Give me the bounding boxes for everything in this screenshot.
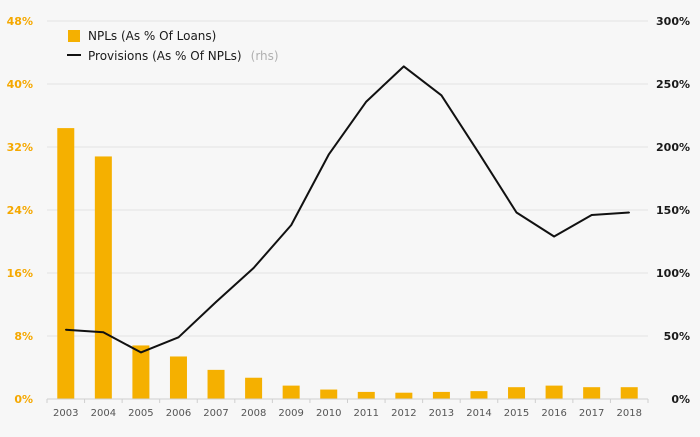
provisions-line-group <box>64 65 631 354</box>
x-tick-label: 2016 <box>541 408 566 419</box>
x-tick-label: 2005 <box>128 408 153 419</box>
npl-bar <box>245 377 263 399</box>
provisions-point <box>628 211 631 214</box>
npl-bar <box>132 345 150 399</box>
y-right-tick-label: 300% <box>656 15 690 28</box>
x-tick-label: 2015 <box>504 408 529 419</box>
provisions-point <box>403 65 405 68</box>
y-right-tick-label: 100% <box>656 267 690 280</box>
x-tick-label: 2003 <box>53 408 78 419</box>
provisions-point <box>590 214 593 216</box>
npl-bar <box>282 385 300 399</box>
legend-label-provisions-rhs: (rhs) <box>251 49 279 63</box>
npl-bar <box>432 391 450 399</box>
x-tick-label: 2004 <box>91 408 116 419</box>
npl-bar <box>357 391 375 399</box>
x-tick-label: 2006 <box>166 408 191 419</box>
x-tick-label: 2011 <box>354 408 379 419</box>
x-tick-label: 2017 <box>579 408 604 419</box>
y-right-tick-label: 200% <box>656 141 690 154</box>
provisions-point <box>440 94 443 97</box>
provisions-point <box>215 301 217 303</box>
npl-bar <box>169 356 187 399</box>
provisions-point <box>102 331 105 334</box>
provisions-point <box>140 351 142 354</box>
y-left-tick-label: 40% <box>7 78 33 91</box>
gridlines <box>47 20 648 337</box>
y-right-tick-label: 250% <box>656 78 690 91</box>
x-tick-label: 2009 <box>278 408 303 419</box>
provisions-point <box>177 336 180 339</box>
y-left-tick-label: 24% <box>7 204 33 217</box>
provisions-point <box>252 267 255 269</box>
provisions-point <box>290 224 292 226</box>
y-left-tick-label: 8% <box>14 330 33 343</box>
npl-bar <box>545 385 563 399</box>
x-tick-label: 2008 <box>241 408 266 419</box>
legend-label-provisions-main: Provisions (As % Of NPLs) <box>88 49 242 63</box>
provisions-point <box>365 100 368 103</box>
npl-bar <box>207 369 225 399</box>
npl-bar <box>508 387 526 399</box>
npl-bar <box>57 128 75 399</box>
npl-bars <box>57 128 638 399</box>
y-left-tick-label: 16% <box>7 267 33 280</box>
provisions-point <box>478 152 480 155</box>
npl-bar <box>395 392 413 399</box>
legend-label-provisions: Provisions (As % Of NPLs) (rhs) <box>88 45 279 64</box>
legend: NPLs (As % Of Loans) Provisions (As % Of… <box>67 29 279 64</box>
y-right-tick-label: 0% <box>671 393 690 406</box>
npl-bar <box>320 389 338 399</box>
provisions-point <box>515 211 518 214</box>
axes: 0% 8% 16% 24% 32% 40% 48% 0% 50% 100% 150% 200% 250%… <box>7 15 690 419</box>
provisions-point <box>553 235 555 238</box>
provisions-line <box>65 65 630 354</box>
y-left-tick-label: 0% <box>14 393 33 406</box>
x-tick-label: 2013 <box>429 408 454 419</box>
npl-bar <box>470 391 488 399</box>
x-tick-label: 2018 <box>616 408 641 419</box>
provisions-point <box>64 328 67 331</box>
npl-bar <box>94 156 112 399</box>
npl-bar <box>620 387 638 399</box>
x-tick-label: 2010 <box>316 408 341 419</box>
x-tick-label: 2014 <box>466 408 491 419</box>
y-right-tick-label: 50% <box>664 330 690 343</box>
y-right-tick-label: 150% <box>656 204 690 217</box>
legend-swatch-npls <box>68 30 80 42</box>
x-tick-label: 2012 <box>391 408 416 419</box>
y-left-tick-label: 48% <box>7 15 33 28</box>
legend-label-npls: NPLs (As % Of Loans) <box>88 29 216 43</box>
y-left-tick-label: 32% <box>7 141 33 154</box>
provisions-point <box>327 153 330 156</box>
x-tick-label: 2007 <box>203 408 228 419</box>
npl-bar <box>583 387 601 399</box>
